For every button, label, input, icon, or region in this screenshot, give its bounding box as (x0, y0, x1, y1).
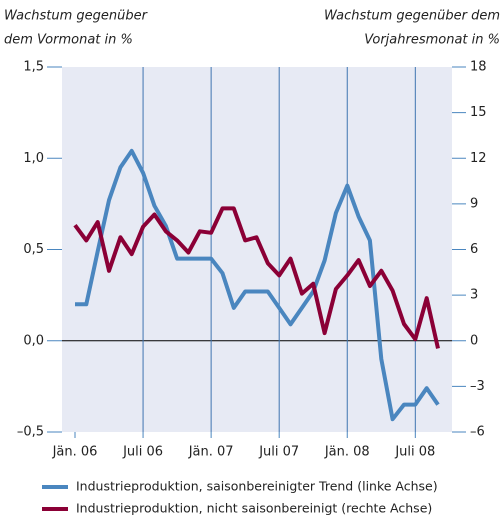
y-tick-label: 0,0 (23, 333, 44, 348)
y-tick-label: 1,5 (23, 60, 44, 75)
y2-tick-label: 3 (470, 288, 478, 303)
y2-tick-label: –6 (470, 425, 485, 440)
x-tick-label: Juli 07 (258, 445, 299, 460)
y2-tick-label: 0 (470, 333, 478, 348)
x-tick-label: Jän. 08 (324, 445, 370, 460)
legend-label: Industrieproduktion, nicht saisonbereini… (76, 501, 432, 516)
y2-tick-label: 6 (470, 242, 478, 257)
legend-label: Industrieproduktion, saisonbereinigter T… (76, 479, 438, 494)
x-tick-label: Jän. 07 (188, 445, 234, 460)
x-tick-label: Jän. 06 (52, 445, 98, 460)
plot-area (62, 67, 452, 432)
y2-tick-label: 15 (470, 105, 487, 120)
y2-tick-label: 9 (470, 196, 478, 211)
y2-axis-title: Vorjahresmonat in % (364, 33, 500, 48)
x-tick-label: Juli 06 (122, 445, 163, 460)
series-line (75, 148, 440, 422)
y2-axis-title: Wachstum gegenüber dem (324, 9, 500, 24)
y2-tick-label: 12 (470, 151, 487, 166)
y-tick-label: 1,0 (23, 151, 44, 166)
y-tick-label: 0,5 (23, 242, 44, 257)
y-axis-title: dem Vormonat in % (4, 33, 133, 48)
x-tick-label: Juli 08 (394, 445, 435, 460)
y2-tick-label: 18 (470, 60, 487, 75)
series-line (73, 206, 440, 349)
y-tick-label: –0,5 (17, 425, 44, 440)
y-axis-title: Wachstum gegenüber (4, 9, 149, 24)
y2-tick-label: –3 (470, 379, 485, 394)
